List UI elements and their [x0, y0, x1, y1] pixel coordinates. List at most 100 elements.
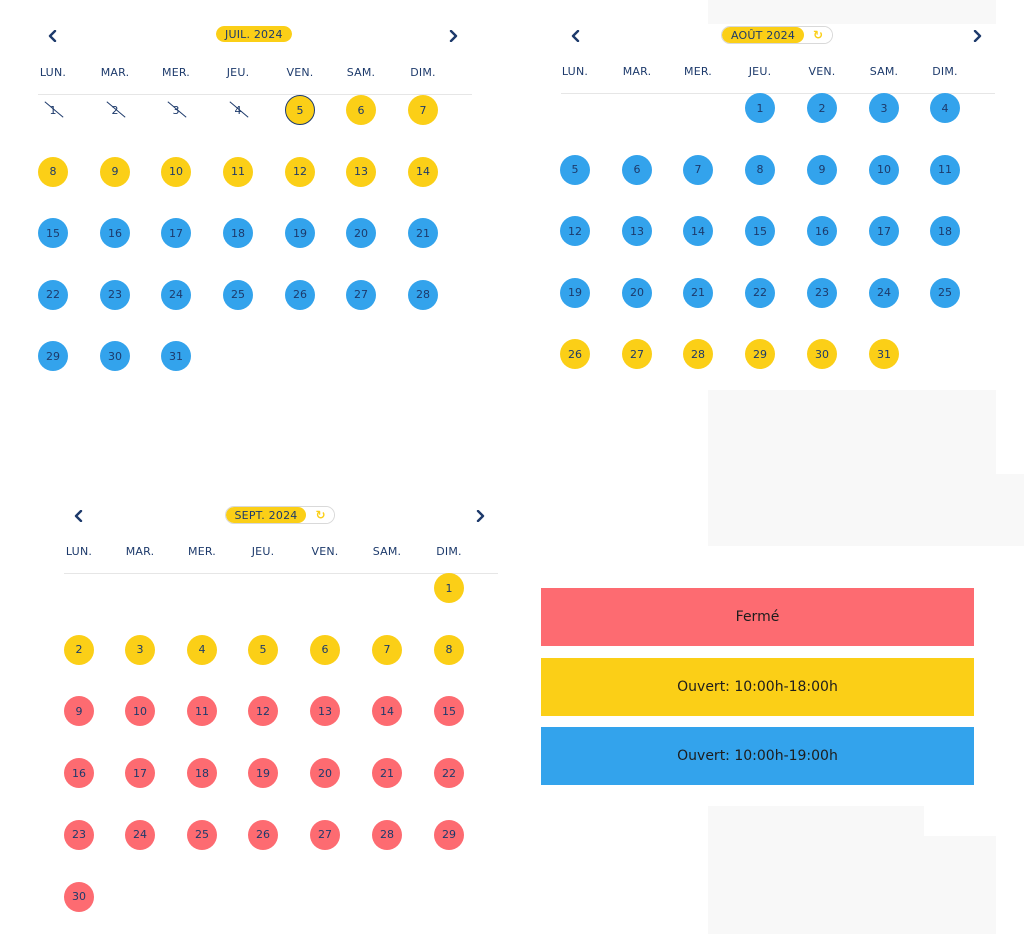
- chevron-right-icon[interactable]: [471, 504, 489, 528]
- calendar-day[interactable]: 12: [248, 696, 278, 727]
- calendar-day[interactable]: 10: [869, 154, 899, 185]
- calendar-day[interactable]: 27: [622, 339, 652, 369]
- refresh-icon[interactable]: ↻: [804, 27, 833, 43]
- calendar-day[interactable]: 9: [807, 154, 837, 185]
- calendar-day[interactable]: 26: [248, 819, 278, 850]
- calendar-day[interactable]: 11: [930, 154, 960, 185]
- calendar-day[interactable]: 8: [38, 156, 68, 187]
- month-selector[interactable]: JUIL. 2024: [216, 26, 292, 42]
- calendar-day[interactable]: 28: [408, 279, 438, 310]
- calendar-day[interactable]: 25: [187, 819, 217, 850]
- calendar-day[interactable]: 6: [346, 95, 376, 125]
- calendar-day[interactable]: 8: [745, 154, 775, 185]
- calendar-day[interactable]: 4: [187, 634, 217, 665]
- calendar-day[interactable]: 7: [408, 95, 438, 125]
- calendar-day[interactable]: 28: [372, 819, 402, 850]
- calendar-day[interactable]: 29: [434, 819, 464, 850]
- calendar-day[interactable]: 18: [223, 218, 253, 248]
- calendar-day[interactable]: 11: [223, 156, 253, 187]
- calendar-day[interactable]: 21: [408, 218, 438, 248]
- calendar-day[interactable]: 26: [285, 279, 315, 310]
- calendar-day[interactable]: 17: [125, 758, 155, 789]
- calendar-day[interactable]: 22: [745, 277, 775, 308]
- calendar-day[interactable]: 15: [38, 218, 68, 248]
- calendar-day[interactable]: 13: [310, 696, 340, 727]
- calendar-day[interactable]: 18: [930, 216, 960, 246]
- calendar-day[interactable]: 20: [346, 218, 376, 248]
- calendar-day[interactable]: 25: [223, 279, 253, 310]
- calendar-day[interactable]: 3: [869, 93, 899, 123]
- calendar-day[interactable]: 13: [622, 216, 652, 246]
- calendar-day[interactable]: 2: [64, 634, 94, 665]
- calendar-day[interactable]: 13: [346, 156, 376, 187]
- calendar-day[interactable]: 7: [683, 154, 713, 185]
- calendar-day[interactable]: 4: [930, 93, 960, 123]
- calendar-day[interactable]: 31: [869, 339, 899, 369]
- calendar-day[interactable]: 27: [310, 819, 340, 850]
- month-selector[interactable]: AOÛT 2024 ↻: [721, 26, 834, 44]
- calendar-day[interactable]: 12: [560, 216, 590, 246]
- calendar-day[interactable]: 16: [64, 758, 94, 789]
- calendar-day[interactable]: 5: [285, 95, 315, 125]
- calendar-day[interactable]: 23: [100, 279, 130, 310]
- calendar-day[interactable]: 19: [285, 218, 315, 248]
- calendar-day[interactable]: 27: [346, 279, 376, 310]
- calendar-day[interactable]: 8: [434, 634, 464, 665]
- calendar-day[interactable]: 9: [100, 156, 130, 187]
- chevron-left-icon[interactable]: [70, 504, 88, 528]
- calendar-day[interactable]: 25: [930, 277, 960, 308]
- calendar-day[interactable]: 23: [807, 277, 837, 308]
- calendar-day[interactable]: 15: [434, 696, 464, 727]
- calendar-day[interactable]: 10: [125, 696, 155, 727]
- calendar-day[interactable]: 30: [100, 341, 130, 371]
- calendar-day[interactable]: 16: [100, 218, 130, 248]
- calendar-day[interactable]: 31: [161, 341, 191, 371]
- calendar-day[interactable]: 9: [64, 696, 94, 727]
- weekday-label: MAR.: [125, 545, 155, 558]
- chevron-left-icon[interactable]: [44, 24, 62, 48]
- calendar-day[interactable]: 19: [560, 277, 590, 308]
- calendar-day[interactable]: 7: [372, 634, 402, 665]
- calendar-day[interactable]: 21: [372, 758, 402, 789]
- calendar-day[interactable]: 22: [434, 758, 464, 789]
- calendar-day[interactable]: 16: [807, 216, 837, 246]
- calendar-day[interactable]: 1: [745, 93, 775, 123]
- calendar-day[interactable]: 11: [187, 696, 217, 727]
- calendar-day[interactable]: 14: [683, 216, 713, 246]
- calendar-day[interactable]: 21: [683, 277, 713, 308]
- calendar-day[interactable]: 24: [125, 819, 155, 850]
- calendar-day[interactable]: 30: [64, 881, 94, 912]
- calendar-day[interactable]: 28: [683, 339, 713, 369]
- calendar-day[interactable]: 12: [285, 156, 315, 187]
- calendar-day[interactable]: 26: [560, 339, 590, 369]
- calendar-day[interactable]: 24: [161, 279, 191, 310]
- calendar-day[interactable]: 6: [622, 154, 652, 185]
- calendar-day[interactable]: 30: [807, 339, 837, 369]
- calendar-day[interactable]: 1: [434, 573, 464, 603]
- calendar-day[interactable]: 24: [869, 277, 899, 308]
- chevron-right-icon[interactable]: [444, 24, 462, 48]
- refresh-icon[interactable]: ↻: [306, 507, 335, 523]
- calendar-day[interactable]: 23: [64, 819, 94, 850]
- month-selector[interactable]: SEPT. 2024 ↻: [224, 506, 336, 524]
- calendar-day[interactable]: 5: [560, 154, 590, 185]
- calendar-day[interactable]: 29: [745, 339, 775, 369]
- calendar-day[interactable]: 19: [248, 758, 278, 789]
- calendar-day[interactable]: 6: [310, 634, 340, 665]
- calendar-day[interactable]: 29: [38, 341, 68, 371]
- calendar-day[interactable]: 15: [745, 216, 775, 246]
- calendar-day[interactable]: 3: [125, 634, 155, 665]
- calendar-day[interactable]: 22: [38, 279, 68, 310]
- calendar-day[interactable]: 20: [622, 277, 652, 308]
- chevron-left-icon[interactable]: [567, 24, 585, 48]
- calendar-day[interactable]: 17: [161, 218, 191, 248]
- chevron-right-icon[interactable]: [968, 24, 986, 48]
- calendar-day[interactable]: 10: [161, 156, 191, 187]
- calendar-day[interactable]: 17: [869, 216, 899, 246]
- calendar-day[interactable]: 5: [248, 634, 278, 665]
- calendar-day[interactable]: 2: [807, 93, 837, 123]
- calendar-day[interactable]: 20: [310, 758, 340, 789]
- calendar-day[interactable]: 18: [187, 758, 217, 789]
- calendar-day[interactable]: 14: [408, 156, 438, 187]
- calendar-day[interactable]: 14: [372, 696, 402, 727]
